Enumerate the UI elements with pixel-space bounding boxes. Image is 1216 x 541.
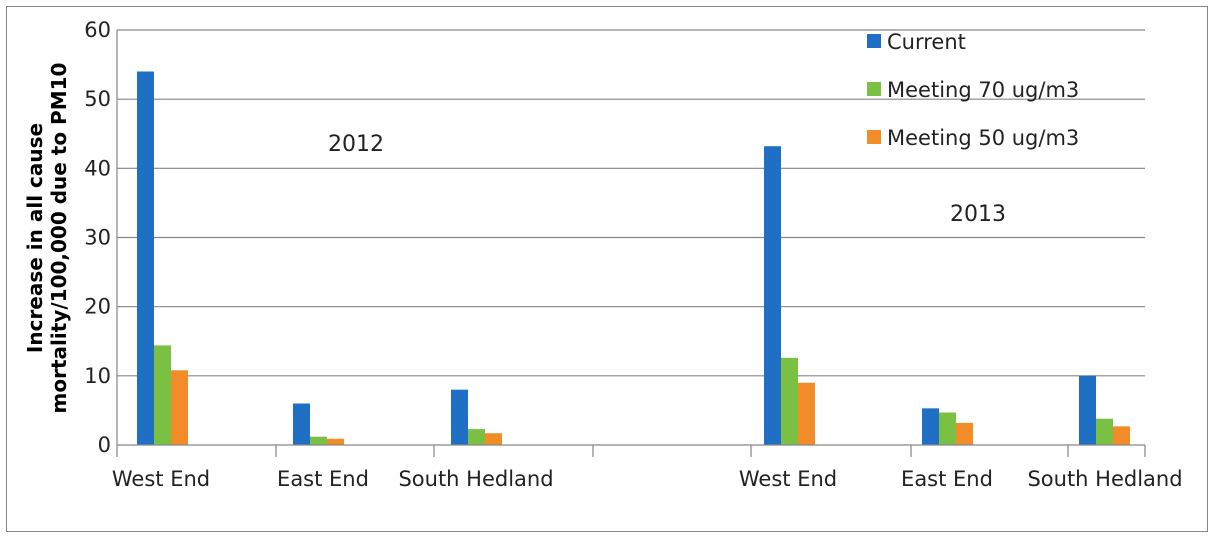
bar-current-1 bbox=[293, 403, 310, 445]
annotation-2013: 2013 bbox=[950, 202, 1006, 227]
legend-swatch-meeting-50 bbox=[867, 130, 881, 144]
bar-meeting-70-ug-m3-0 bbox=[154, 345, 171, 445]
chart-frame bbox=[6, 6, 1208, 532]
y-tick-labels: 0 10 20 30 40 50 60 bbox=[84, 18, 111, 457]
y-tick-label: 30 bbox=[84, 226, 111, 250]
y-tick-label: 50 bbox=[84, 87, 111, 111]
legend-label-meeting-50: Meeting 50 ug/m3 bbox=[887, 126, 1079, 150]
bar-meeting-50-ug-m3-1 bbox=[327, 438, 344, 445]
gridlines bbox=[117, 29, 1145, 377]
y-axis-label-line-1: Increase in all cause bbox=[23, 123, 47, 353]
bar-meeting-70-ug-m3-1 bbox=[310, 436, 327, 445]
y-tick-label: 40 bbox=[84, 156, 111, 180]
annotation-2012: 2012 bbox=[328, 132, 384, 157]
bar-current-5 bbox=[922, 408, 939, 445]
bar-meeting-70-ug-m3-5 bbox=[939, 412, 956, 445]
bar-meeting-50-ug-m3-6 bbox=[1113, 426, 1130, 445]
legend: Current Meeting 70 ug/m3 Meeting 50 ug/m… bbox=[867, 30, 1079, 150]
bar-meeting-50-ug-m3-5 bbox=[956, 422, 973, 445]
bars bbox=[137, 71, 1130, 445]
x-category-label: East End bbox=[277, 467, 369, 491]
y-tick-label: 60 bbox=[84, 18, 111, 42]
bar-meeting-70-ug-m3-2 bbox=[468, 429, 485, 445]
x-category-label: South Hedland bbox=[398, 467, 553, 491]
bar-meeting-70-ug-m3-6 bbox=[1096, 418, 1113, 445]
y-tick-label: 10 bbox=[84, 364, 111, 388]
axes bbox=[116, 30, 1146, 457]
legend-label-current: Current bbox=[887, 30, 966, 54]
legend-swatch-current bbox=[867, 34, 881, 48]
x-category-label: East End bbox=[901, 467, 993, 491]
bar-meeting-50-ug-m3-2 bbox=[485, 433, 502, 445]
bar-meeting-50-ug-m3-0 bbox=[171, 370, 188, 445]
bar-current-6 bbox=[1079, 375, 1096, 445]
bar-meeting-50-ug-m3-4 bbox=[798, 382, 815, 445]
legend-swatch-meeting-70 bbox=[867, 82, 881, 96]
x-category-label: West End bbox=[112, 467, 210, 491]
bar-meeting-70-ug-m3-4 bbox=[781, 357, 798, 445]
bar-current-0 bbox=[137, 71, 154, 445]
bar-current-2 bbox=[451, 389, 468, 445]
y-axis-label-line-2: mortality/100,000 due to PM10 bbox=[47, 63, 71, 414]
y-tick-label: 0 bbox=[98, 433, 111, 457]
bar-current-4 bbox=[764, 146, 781, 445]
legend-label-meeting-70: Meeting 70 ug/m3 bbox=[887, 78, 1079, 102]
x-category-label: South Hedland bbox=[1027, 467, 1182, 491]
y-tick-label: 20 bbox=[84, 295, 111, 319]
x-category-label: West End bbox=[739, 467, 837, 491]
x-tick-labels: West End East End South Hedland West End Eas… bbox=[112, 467, 1183, 491]
